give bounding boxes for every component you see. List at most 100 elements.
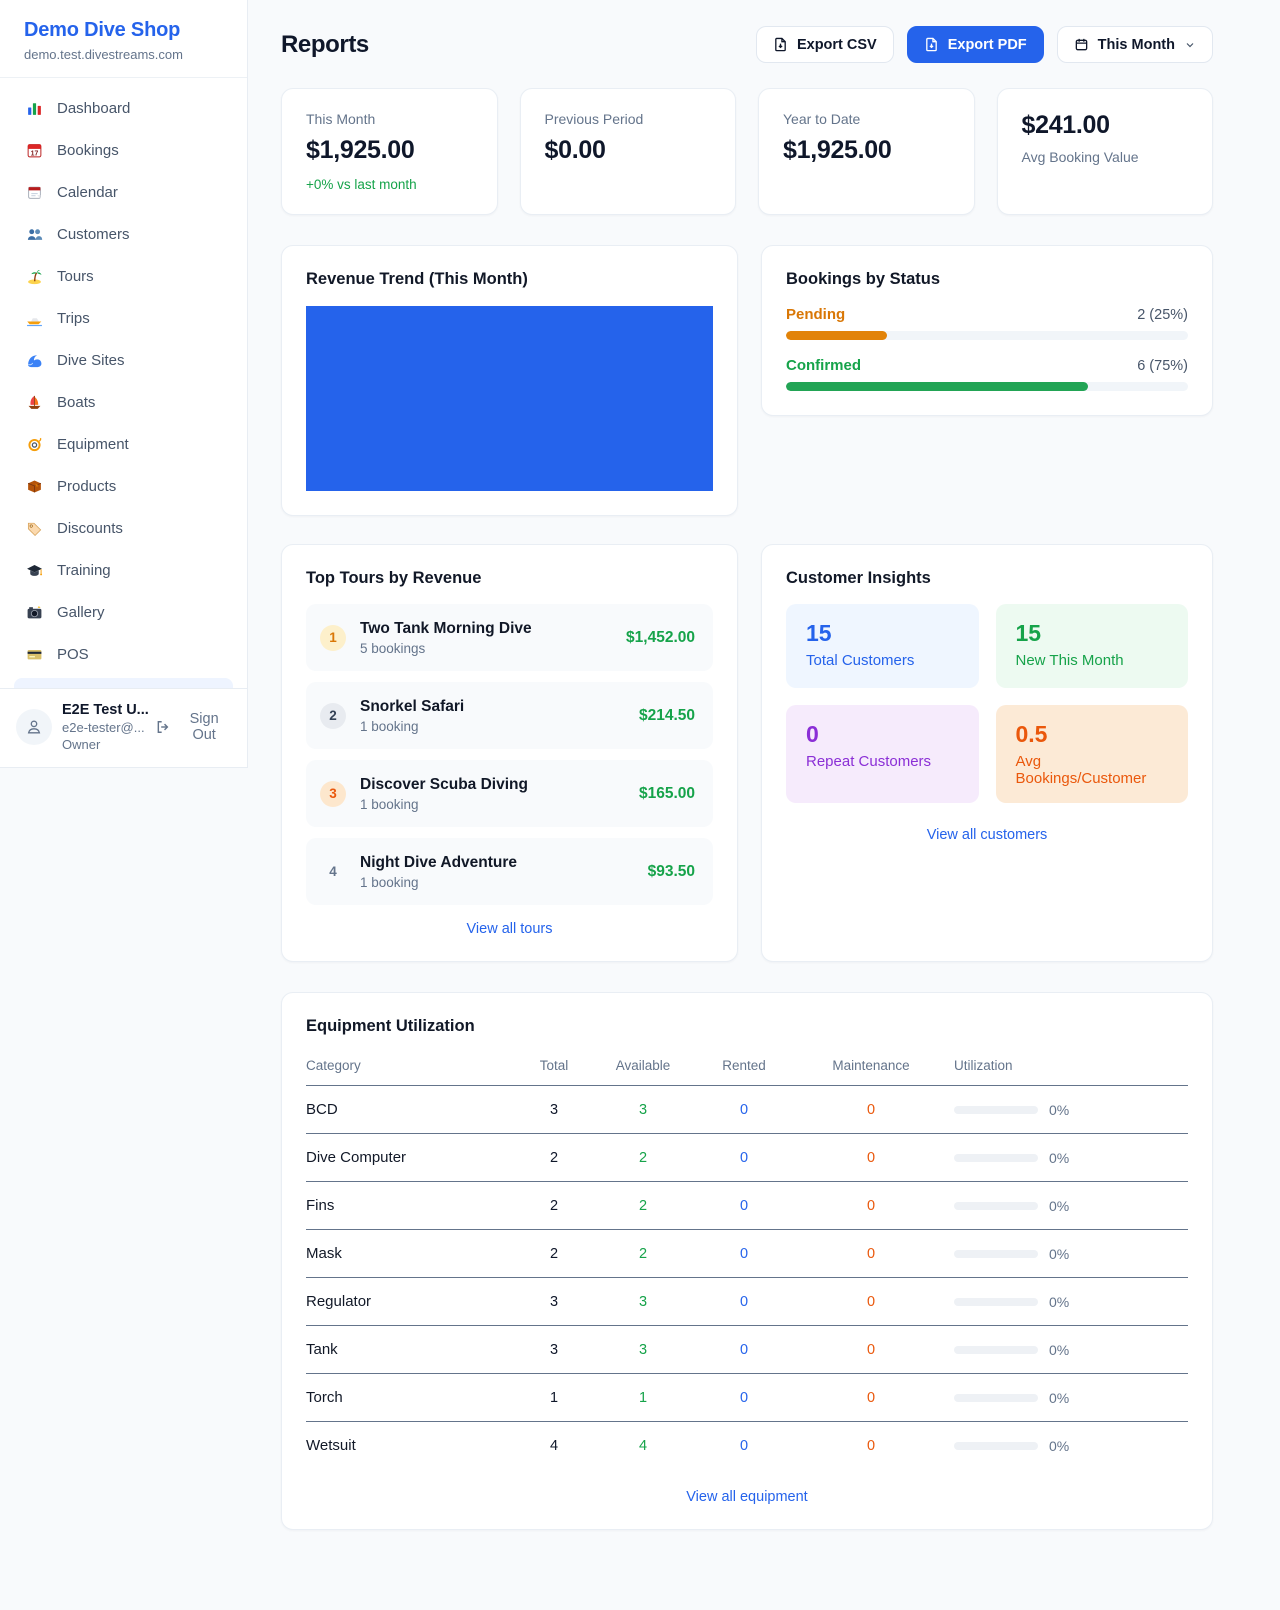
sidebar-item-trips[interactable]: Trips bbox=[12, 300, 235, 337]
stat-label: Avg Booking Value bbox=[1021, 149, 1139, 165]
export-pdf-button[interactable]: Export PDF bbox=[906, 26, 1044, 63]
equipment-rented: 0 bbox=[684, 1229, 804, 1278]
file-download-icon bbox=[775, 37, 786, 52]
equipment-category: Wetsuit bbox=[306, 1437, 356, 1454]
stat-label: This Month bbox=[306, 111, 376, 127]
equipment-available: 1 bbox=[602, 1373, 684, 1422]
sidebar-item-dive-sites[interactable]: Dive Sites bbox=[12, 342, 235, 379]
equipment-total: 3 bbox=[506, 1277, 602, 1326]
equipment-rented: 0 bbox=[739, 1437, 749, 1454]
stat-value: $0.00 bbox=[544, 136, 606, 164]
bar-chart-icon bbox=[26, 100, 43, 117]
revenue-trend-title: Revenue Trend (This Month) bbox=[306, 270, 528, 288]
nav-label: Trips bbox=[57, 310, 90, 327]
speedboat-icon bbox=[26, 310, 43, 327]
bookings-by-status-title: Bookings by Status bbox=[786, 270, 941, 288]
status-list: Pending 2 (25%) Confirmed 6 (75%) bbox=[786, 306, 1188, 391]
sidebar-item-bookings[interactable]: 17 Bookings bbox=[12, 132, 235, 169]
equipment-category: Mask bbox=[306, 1229, 506, 1278]
insight-tile-total-customers: 15 Total Customers bbox=[786, 604, 979, 688]
tour-revenue: $1,452.00 bbox=[626, 628, 695, 646]
equipment-total: 1 bbox=[506, 1373, 602, 1422]
view-all-tours-link[interactable]: View all tours bbox=[466, 921, 553, 937]
col-category: Category bbox=[306, 1050, 506, 1086]
sidebar-item-calendar[interactable]: Calendar bbox=[12, 174, 235, 211]
logout-icon bbox=[157, 721, 169, 733]
equipment-row-mask: Mask 2 2 0 0 0% bbox=[306, 1229, 1188, 1278]
chevron-down-icon bbox=[1186, 42, 1194, 47]
sidebar-nav: Dashboard 17 Bookings Calendar Customers bbox=[0, 78, 247, 673]
svg-text:17: 17 bbox=[31, 150, 39, 157]
page-title: Reports bbox=[281, 30, 369, 58]
header-actions: Export CSV Export PDF This Month bbox=[755, 26, 1213, 63]
tour-item-snorkel-safari: 2 Snorkel Safari 1 booking $214.50 bbox=[306, 682, 713, 749]
equipment-rented: 0 bbox=[684, 1325, 804, 1374]
insight-tile-avg-bookings-customer: 0.5 Avg Bookings/Customer bbox=[995, 705, 1188, 803]
utilization-percent: 0% bbox=[1049, 1245, 1070, 1262]
equipment-category: Torch bbox=[306, 1373, 506, 1422]
sidebar-item-boats[interactable]: Boats bbox=[12, 384, 235, 421]
sidebar-item-products[interactable]: Products bbox=[12, 468, 235, 505]
status-row-pending: Pending 2 (25%) bbox=[786, 306, 1188, 340]
sign-out-button[interactable]: Sign Out bbox=[155, 711, 231, 743]
nav-label: Dive Sites bbox=[57, 352, 125, 369]
utilization-percent: 0% bbox=[1049, 1389, 1070, 1406]
tile-label: Repeat Customers bbox=[806, 753, 932, 770]
sidebar-item-discounts[interactable]: Discounts bbox=[12, 510, 235, 547]
nav-label: POS bbox=[57, 646, 89, 663]
nav-label: Bookings bbox=[57, 142, 119, 159]
tour-name: Night Dive Adventure bbox=[360, 853, 518, 871]
tour-item-night-dive-adventure: 4 Night Dive Adventure 1 booking $93.50 bbox=[306, 838, 713, 905]
stat-card-avg-booking-value: $241.00 Avg Booking Value bbox=[996, 88, 1213, 215]
sidebar-item-reports-partial[interactable] bbox=[14, 678, 233, 688]
user-email: e2e-tester@... bbox=[62, 720, 145, 735]
tour-revenue: $93.50 bbox=[647, 862, 695, 880]
equipment-total: 2 bbox=[506, 1181, 602, 1230]
rank-badge: 1 bbox=[320, 624, 346, 651]
sidebar-item-customers[interactable]: Customers bbox=[12, 216, 235, 253]
equipment-row-regulator: Regulator 3 3 0 0 0% bbox=[306, 1277, 1188, 1326]
export-csv-label: Export CSV bbox=[796, 36, 877, 53]
island-icon bbox=[26, 268, 43, 285]
status-fill bbox=[786, 331, 887, 340]
tour-name: Discover Scuba Diving bbox=[360, 775, 528, 793]
sidebar-item-training[interactable]: Training bbox=[12, 552, 235, 589]
stat-delta: +0% vs last month bbox=[306, 177, 417, 192]
tour-bookings: 1 booking bbox=[360, 718, 419, 734]
status-fill bbox=[786, 382, 1088, 391]
insights-row: Top Tours by Revenue 1 Two Tank Morning … bbox=[281, 544, 1213, 962]
equipment-category: Dive Computer bbox=[306, 1133, 506, 1182]
view-all-equipment-link[interactable]: View all equipment bbox=[686, 1489, 808, 1505]
sidebar-item-equipment[interactable]: Equipment bbox=[12, 426, 235, 463]
utilization-percent: 0% bbox=[1049, 1149, 1070, 1166]
stats-row: This Month $1,925.00 +0% vs last month P… bbox=[281, 88, 1213, 215]
status-track bbox=[786, 331, 1188, 340]
equipment-total: 3 bbox=[506, 1325, 602, 1374]
tour-bookings: 1 booking bbox=[360, 874, 419, 890]
tour-list: 1 Two Tank Morning Dive 5 bookings $1,45… bbox=[306, 604, 713, 905]
tile-value: 0.5 bbox=[1015, 721, 1048, 747]
stat-value: $241.00 bbox=[1021, 111, 1111, 139]
period-select[interactable]: This Month bbox=[1056, 26, 1213, 63]
calendar-date-icon: 17 bbox=[26, 142, 43, 159]
tile-label: New This Month bbox=[1015, 652, 1124, 669]
sidebar-item-gallery[interactable]: Gallery bbox=[12, 594, 235, 631]
utilization-track bbox=[954, 1201, 1038, 1210]
sidebar-item-tours[interactable]: Tours bbox=[12, 258, 235, 295]
equipment-available: 3 bbox=[602, 1277, 684, 1326]
view-all-customers-link[interactable]: View all customers bbox=[926, 827, 1048, 843]
utilization-percent: 0% bbox=[1049, 1437, 1070, 1454]
equipment-rented: 0 bbox=[684, 1181, 804, 1230]
export-csv-button[interactable]: Export CSV bbox=[755, 26, 894, 63]
revenue-trend-card: Revenue Trend (This Month) bbox=[281, 245, 738, 516]
rank-badge: 3 bbox=[320, 780, 346, 807]
sidebar-item-dashboard[interactable]: Dashboard bbox=[12, 90, 235, 127]
box-icon bbox=[26, 478, 43, 495]
user-footer: E2E Test U... e2e-tester@... Owner Sign … bbox=[0, 688, 247, 767]
insight-tiles: 15 Total Customers 15 New This Month 0 R… bbox=[786, 604, 1188, 803]
equipment-available: 2 bbox=[602, 1181, 684, 1230]
sidebar-item-pos[interactable]: POS bbox=[12, 636, 235, 673]
utilization-track bbox=[954, 1153, 1038, 1162]
users-icon bbox=[26, 226, 43, 243]
